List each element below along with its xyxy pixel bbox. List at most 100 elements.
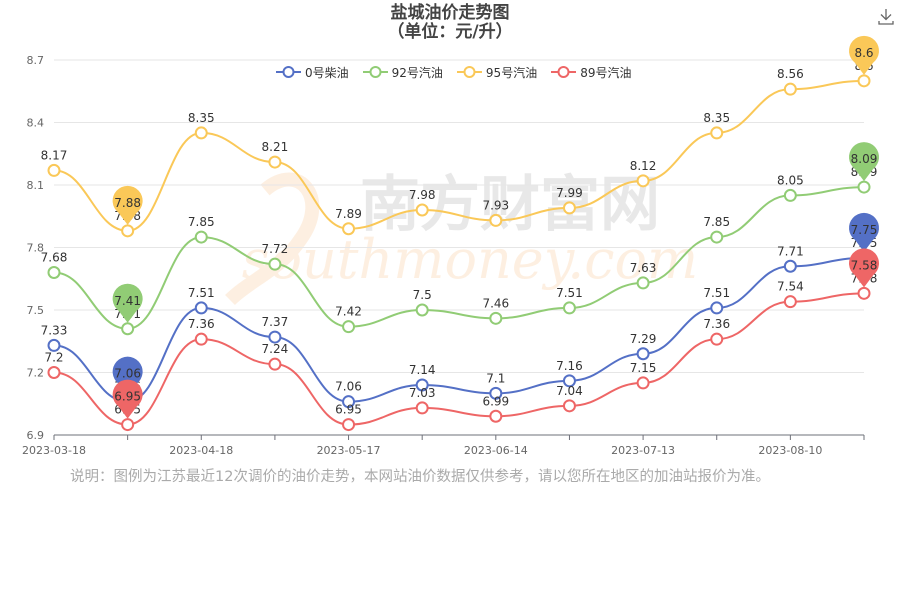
data-label: 8.56 xyxy=(777,67,804,81)
legend-item[interactable]: 95号汽油 xyxy=(456,63,538,81)
data-point[interactable] xyxy=(710,301,724,315)
legend-symbol-icon xyxy=(551,66,577,78)
data-point[interactable] xyxy=(121,418,135,432)
marker-pin-shape xyxy=(112,356,143,396)
data-point[interactable] xyxy=(47,163,61,177)
chart-note: 说明：图例为江苏最近12次调价的油价走势，本网站油价数据仅供参考，请以您所在地区… xyxy=(70,469,770,485)
data-point[interactable] xyxy=(710,126,724,140)
data-label: 7.36 xyxy=(188,317,215,331)
data-point[interactable] xyxy=(415,401,429,415)
legend-label: 92号汽油 xyxy=(391,65,443,80)
download-icon[interactable] xyxy=(876,6,896,26)
data-point[interactable] xyxy=(489,213,503,227)
data-label: 6.99 xyxy=(482,394,509,408)
data-point[interactable] xyxy=(857,286,871,300)
data-point[interactable] xyxy=(636,276,650,290)
legend-symbol-icon xyxy=(456,66,482,78)
data-point[interactable] xyxy=(342,320,356,334)
data-label: 7.16 xyxy=(556,359,583,373)
watermark-cn-text: 南方财富网 xyxy=(360,170,660,240)
data-point[interactable] xyxy=(562,201,576,215)
data-label: 8.17 xyxy=(41,148,68,162)
data-point[interactable] xyxy=(47,266,61,279)
data-label: 7.98 xyxy=(409,188,436,202)
x-tick-label: 2023-07-13 xyxy=(611,444,675,457)
max-min-markers: 7.75 7.06 8.09 7.41 8.6 7.88 7.58 6.95 xyxy=(112,35,880,419)
data-point[interactable] xyxy=(489,311,503,325)
chart-legend: 0号柴油 92号汽油 95号汽油 89号汽油 xyxy=(276,63,631,81)
data-point[interactable] xyxy=(194,230,208,244)
min-marker: 7.06 xyxy=(112,356,143,396)
data-point[interactable] xyxy=(121,322,135,336)
data-label: 7.72 xyxy=(262,242,289,256)
data-point[interactable] xyxy=(710,332,724,346)
data-point[interactable] xyxy=(194,332,208,346)
data-label: 7.51 xyxy=(188,286,215,300)
data-point[interactable] xyxy=(562,374,576,388)
data-point[interactable] xyxy=(562,399,576,413)
data-point[interactable] xyxy=(710,230,724,244)
grid-lines xyxy=(54,59,864,436)
chart-subtitle: （单位：元/升） xyxy=(387,22,513,42)
data-label: 7.99 xyxy=(556,186,583,200)
legend-item[interactable]: 0号柴油 xyxy=(276,63,349,81)
legend-item[interactable]: 89号汽油 xyxy=(551,63,631,81)
data-point[interactable] xyxy=(342,222,356,236)
data-point[interactable] xyxy=(194,126,208,140)
data-point[interactable] xyxy=(562,301,576,315)
data-label: 8.05 xyxy=(777,173,804,187)
data-point[interactable] xyxy=(783,188,797,202)
data-point[interactable] xyxy=(636,376,650,390)
data-point[interactable] xyxy=(783,295,797,309)
data-label: 7.24 xyxy=(262,342,289,356)
data-point[interactable] xyxy=(857,180,871,194)
data-point[interactable] xyxy=(415,203,429,217)
data-point[interactable] xyxy=(268,257,282,271)
marker-pin-label: 7.75 xyxy=(851,223,878,237)
data-point[interactable] xyxy=(47,366,61,379)
legend-item[interactable]: 92号汽油 xyxy=(362,63,443,81)
data-point[interactable] xyxy=(268,330,282,344)
data-point[interactable] xyxy=(857,74,871,88)
data-label: 7.33 xyxy=(41,323,68,337)
marker-pin-shape xyxy=(849,248,880,288)
y-tick-label: 7.2 xyxy=(27,367,45,380)
marker-pin-shape xyxy=(112,283,143,323)
data-label: 7.54 xyxy=(777,280,804,294)
data-point[interactable] xyxy=(636,347,650,361)
data-point[interactable] xyxy=(342,418,356,432)
data-point[interactable] xyxy=(415,303,429,317)
data-label: 8.21 xyxy=(262,140,289,154)
data-label: 6.95 xyxy=(335,403,362,417)
data-point[interactable] xyxy=(636,174,650,188)
data-point[interactable] xyxy=(783,82,797,96)
x-tick-label: 2023-04-18 xyxy=(169,444,233,457)
marker-pin-label: 6.95 xyxy=(114,390,141,404)
data-point[interactable] xyxy=(489,386,503,400)
data-point[interactable] xyxy=(121,224,135,238)
data-point[interactable] xyxy=(489,409,503,423)
data-point[interactable] xyxy=(194,301,208,315)
y-axis: 6.9 7.2 7.5 7.8 8.1 8.4 8.7 xyxy=(27,54,45,442)
legend-label: 95号汽油 xyxy=(485,65,538,80)
marker-pin-label: 7.06 xyxy=(114,367,141,381)
data-point[interactable] xyxy=(342,395,356,409)
data-label: 7.46 xyxy=(482,296,509,310)
x-tick-label: 2023-05-17 xyxy=(317,444,381,457)
data-point[interactable] xyxy=(268,155,282,169)
y-tick-label: 6.9 xyxy=(27,429,45,442)
data-point[interactable] xyxy=(783,259,797,273)
data-point[interactable] xyxy=(268,357,282,371)
y-tick-label: 7.8 xyxy=(27,242,45,255)
data-label: 7.89 xyxy=(335,207,362,221)
y-tick-label: 8.1 xyxy=(27,179,45,192)
marker-pin-shape xyxy=(849,35,880,75)
marker-pin-shape xyxy=(112,185,143,225)
y-tick-label: 7.5 xyxy=(27,304,45,317)
data-label: 7.1 xyxy=(486,371,505,385)
legend-symbol-icon xyxy=(276,66,301,78)
series-line xyxy=(53,292,865,426)
data-point[interactable] xyxy=(415,378,429,392)
min-marker: 7.41 xyxy=(112,283,143,323)
data-point[interactable] xyxy=(47,338,61,352)
